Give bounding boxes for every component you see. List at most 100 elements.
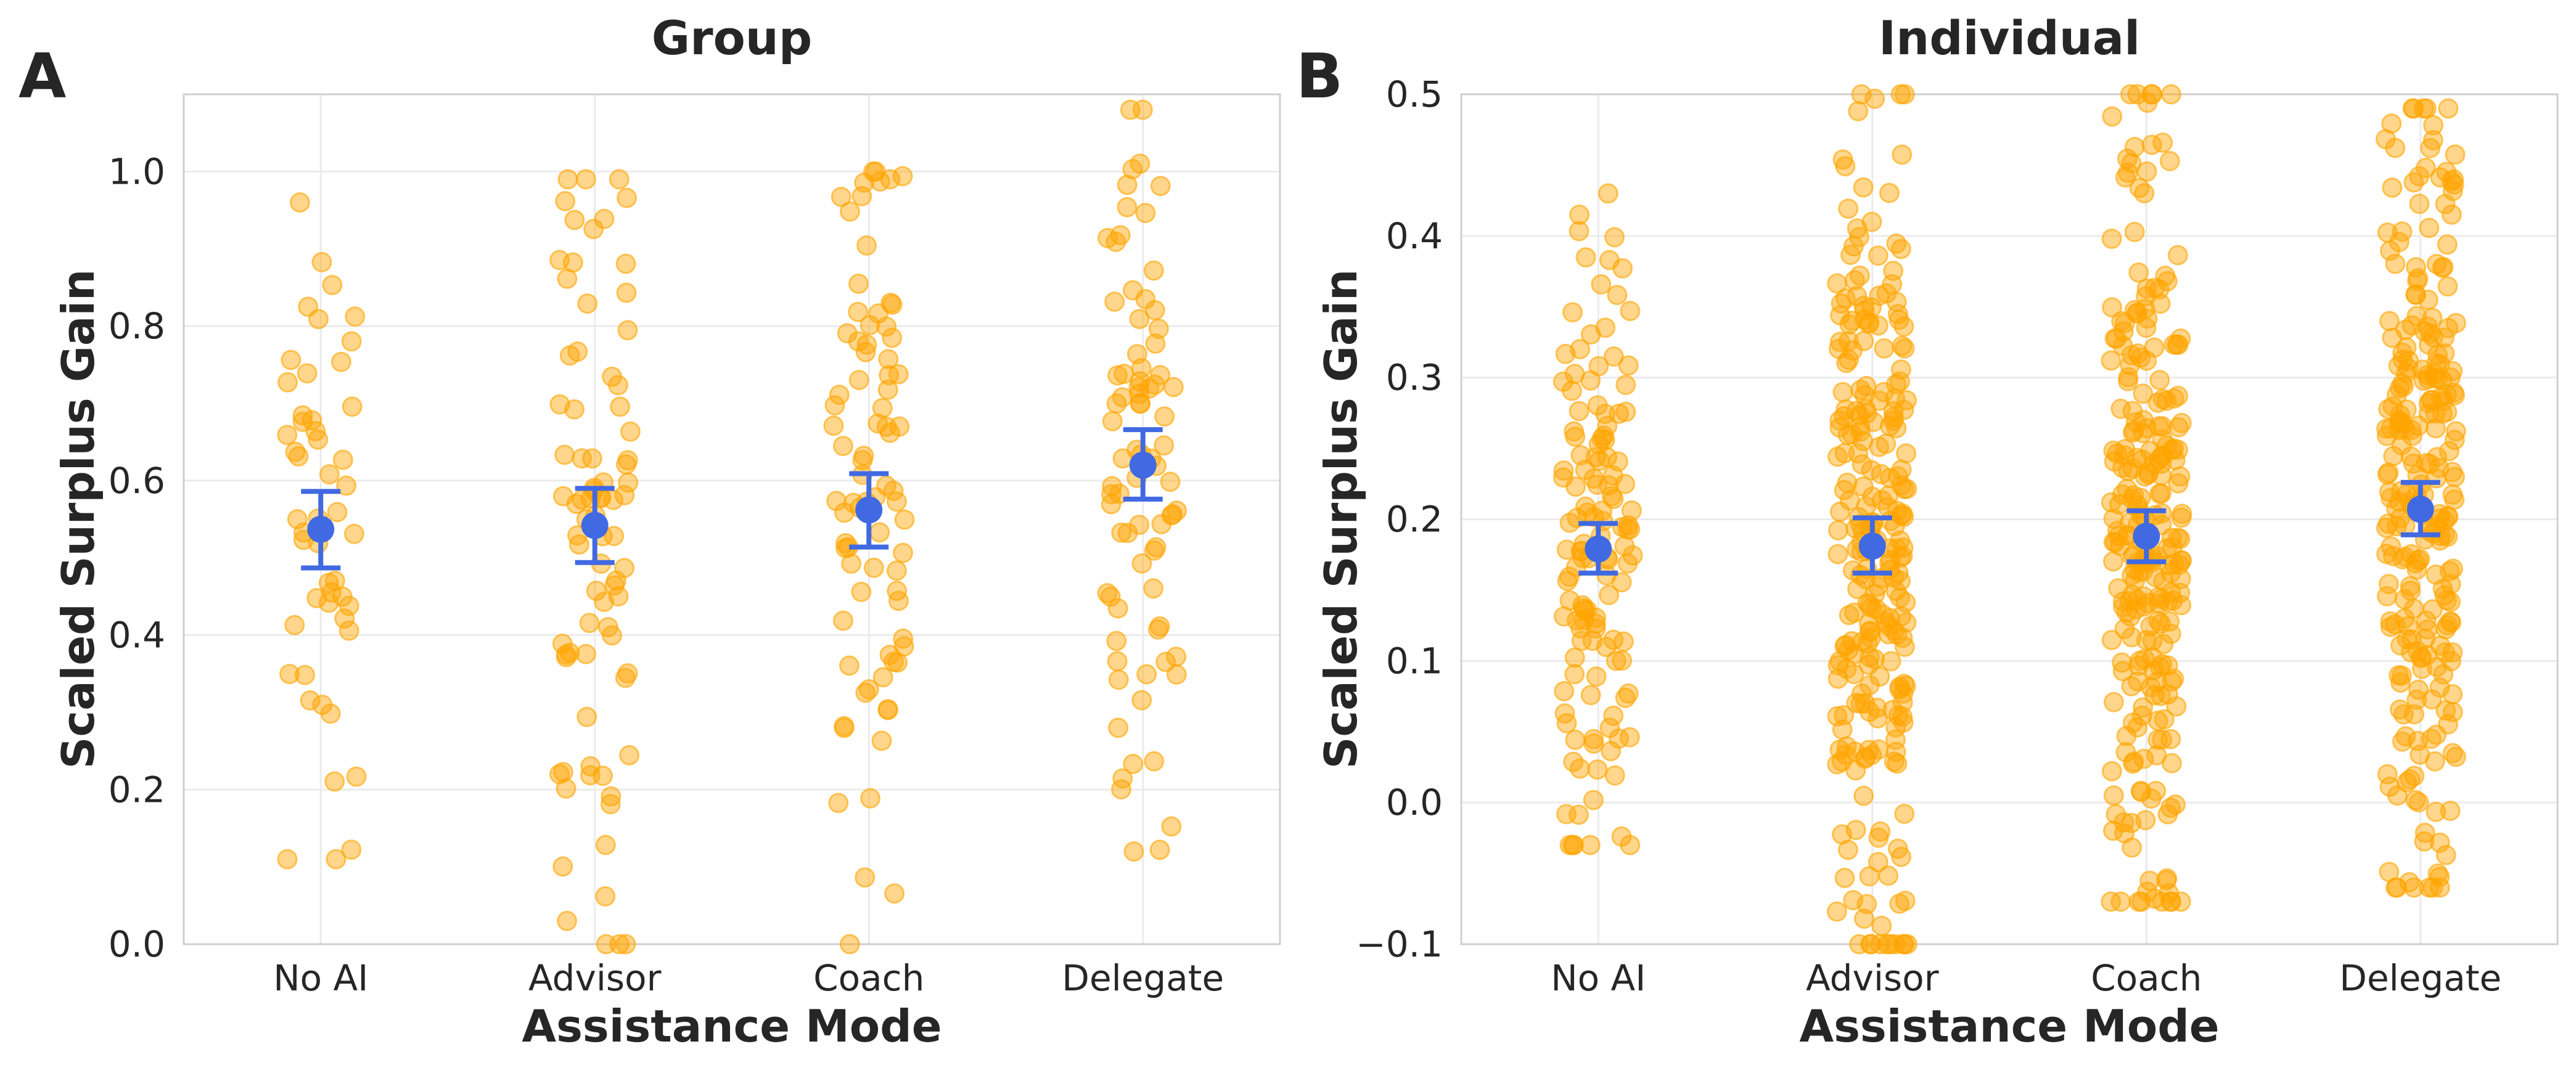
panel-a-mean-marker: [581, 512, 609, 539]
panel-b-y-tick-label: 0.5: [1386, 73, 1443, 115]
panel-b-data-point: [1618, 683, 1639, 704]
panel-b-data-point: [2404, 704, 2424, 725]
panel-a-data-point: [1166, 647, 1187, 667]
panel-b-data-point: [2167, 245, 2188, 266]
panel-a-data-point: [1154, 435, 1175, 456]
panel-a-data-point: [597, 617, 618, 638]
panel-a-data-point: [1107, 598, 1128, 619]
panel-b-data-point: [2131, 705, 2152, 726]
panel-a-data-point: [1143, 578, 1163, 599]
panel-b-data-point: [2136, 317, 2157, 338]
panel-b-data-point: [2157, 538, 2178, 559]
panel-b-x-tick-label: Coach: [2091, 957, 2202, 999]
panel-b-data-point: [1575, 459, 1596, 480]
panel-b-x-tick-label: Advisor: [1806, 957, 1939, 999]
panel-b-data-point: [2418, 334, 2439, 355]
panel-b-data-point: [1829, 739, 1850, 760]
panel-b-data-point: [2437, 615, 2458, 636]
panel-b-data-point: [2392, 221, 2413, 242]
panel-b-data-point: [2113, 597, 2134, 618]
panel-b-data-point: [1575, 247, 1596, 268]
panel-a-data-point: [1145, 333, 1166, 354]
panel-b-data-point: [2400, 580, 2421, 601]
panel-b-data-point: [1618, 355, 1639, 376]
panel-a-data-point: [863, 161, 884, 182]
panel-a-data-point: [837, 323, 858, 344]
panel-a-data-point: [289, 192, 310, 213]
panel-b-y-tick-label: 0.3: [1386, 357, 1443, 399]
panel-b-data-point: [1569, 221, 1589, 242]
panel-b-data-point: [1580, 834, 1601, 855]
panel-a-data-point: [595, 886, 616, 907]
panel-a-data-point: [324, 771, 345, 792]
panel-b-data-point: [1854, 300, 1875, 321]
panel-a-data-point: [855, 682, 876, 703]
panel-a-data-point: [346, 766, 367, 787]
panel-b-data-point: [1889, 893, 1910, 914]
panel-b-data-point: [2416, 98, 2437, 119]
panel-a-data-point: [1111, 779, 1131, 800]
panel-b-y-tick-label: 0.1: [1386, 640, 1443, 682]
panel-a-data-point: [872, 398, 893, 418]
panel-b-data-point: [2101, 350, 2122, 371]
panel-b-data-point: [2128, 262, 2149, 283]
panel-a-data-point: [855, 867, 876, 888]
panel-b-data-point: [1887, 838, 1908, 859]
panel-b-data-point: [2399, 872, 2420, 892]
panel-b-data-point: [1554, 703, 1575, 724]
panel-b-data-point: [1603, 629, 1624, 650]
panel-b-data-point: [2133, 383, 2154, 404]
panel-b-data-point: [1834, 406, 1855, 426]
panel-b-data-point: [1838, 331, 1859, 352]
panel-b-data-point: [1583, 789, 1604, 810]
panel-b-data-point: [1844, 643, 1865, 664]
panel-b-data-point: [1832, 719, 1853, 740]
panel-b-data-point: [1880, 510, 1901, 531]
panel-b-data-point: [2127, 303, 2147, 324]
panel-b-data-point: [1599, 717, 1620, 738]
panel-a-data-point: [341, 331, 362, 352]
panel-a-y-tick-label: 0.0: [109, 923, 165, 965]
panel-a-plot-frame: [183, 93, 1281, 945]
panel-a-data-point: [292, 412, 313, 432]
panel-b-data-point: [1614, 536, 1635, 557]
panel-b-data-point: [2101, 630, 2122, 650]
panel-b-data-point: [2441, 651, 2461, 672]
panel-b-x-axis-title: Assistance Mode: [1799, 1000, 2219, 1052]
panel-a-data-point: [557, 268, 578, 289]
panel-b-data-point: [1835, 156, 1856, 177]
panel-b-data-point: [2124, 137, 2145, 157]
panel-b-data-point: [1849, 227, 1869, 248]
panel-a-data-point: [1123, 754, 1144, 774]
panel-b-data-point: [2406, 689, 2427, 710]
panel-b-data-point: [1565, 426, 1586, 447]
panel-b-data-point: [1604, 765, 1625, 786]
panel-a-data-point: [1131, 553, 1152, 574]
panel-a-title: Group: [652, 10, 813, 65]
panel-b-data-point: [2390, 508, 2411, 529]
panel-b-y-tick-label: −0.1: [1356, 923, 1443, 965]
panel-b-data-point: [2136, 161, 2157, 182]
panel-b-data-point: [2443, 382, 2464, 403]
panel-b-data-point: [1845, 760, 1866, 781]
panel-a-data-point: [575, 169, 596, 190]
panel-a-data-point: [615, 934, 636, 955]
panel-b: −0.1 0.0 0.1 0.2 0.3 0.4 0.5 No AI Advisor Coach…: [1296, 10, 2559, 1052]
panel-b-data-point: [2440, 367, 2461, 388]
panel-a-y-axis-title: Scaled Surplus Gain: [52, 269, 104, 769]
panel-a-data-point: [1151, 513, 1172, 534]
panel-b-data-point: [2441, 204, 2462, 225]
panel-a-data-point: [292, 405, 313, 426]
panel-a-data-point: [284, 614, 305, 635]
panel-a-data-point: [878, 349, 899, 370]
panel-b-data-point: [1838, 198, 1859, 219]
panel-a-letter: A: [18, 40, 66, 112]
panel-b-data-point: [2443, 558, 2463, 579]
panel-a-data-point: [869, 171, 890, 192]
panel-a-data-point: [338, 595, 359, 616]
panel-a-data-point: [823, 415, 844, 436]
panel-b-data-point: [2133, 697, 2154, 718]
panel-b-data-point: [1883, 401, 1904, 422]
panel-b-data-point: [1840, 245, 1861, 265]
panel-b-data-point: [2418, 393, 2439, 414]
